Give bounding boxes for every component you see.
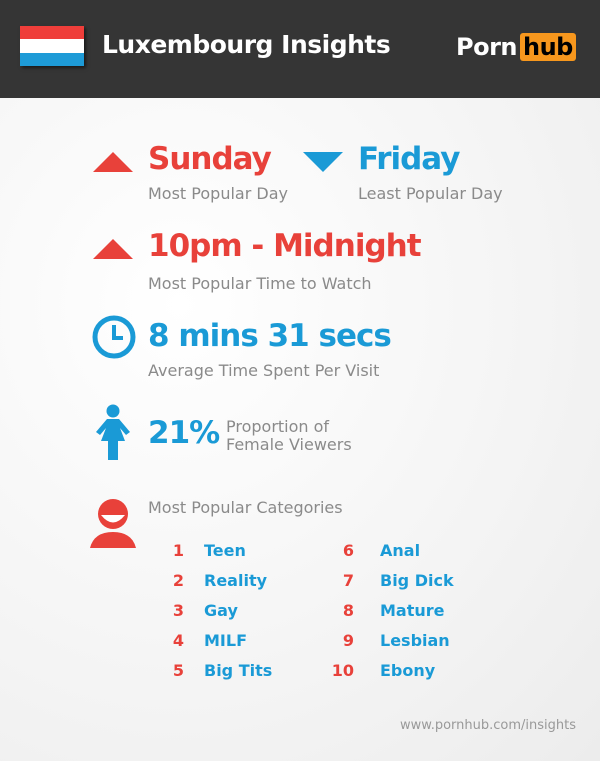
category-rank: 8 (342, 601, 354, 620)
category-rank: 4 (172, 631, 184, 650)
logo-text: Porn (456, 33, 518, 61)
luxembourg-flag-icon (20, 26, 84, 66)
category-rank: 3 (172, 601, 184, 620)
female-label-line2: Female Viewers (226, 435, 352, 454)
category-rank: 6 (342, 541, 354, 560)
categories-title: Most Popular Categories (148, 498, 343, 517)
category-rank: 10 (331, 661, 354, 680)
category-name: Gay (204, 601, 238, 620)
most-popular-day: Sunday (148, 141, 272, 177)
page-title: Luxembourg Insights (102, 30, 391, 59)
female-label-line1: Proportion of (226, 417, 330, 436)
category-rank: 2 (172, 571, 184, 590)
category-name: MILF (204, 631, 247, 650)
category-name: Big Tits (204, 661, 273, 680)
category-name: Big Dick (380, 571, 454, 590)
triangle-down-icon (303, 152, 343, 172)
logo-hub: hub (520, 33, 576, 61)
logo: Porn hub (456, 33, 576, 61)
category-rank: 5 (172, 661, 184, 680)
female-percentage: 21% (148, 415, 220, 451)
category-name: Teen (204, 541, 246, 560)
popular-time: 10pm - Midnight (148, 228, 422, 264)
least-popular-day-label: Least Popular Day (358, 184, 503, 203)
female-icon (96, 404, 130, 460)
popular-time-label: Most Popular Time to Watch (148, 274, 372, 293)
person-icon (90, 499, 136, 548)
avg-time: 8 mins 31 secs (148, 318, 392, 354)
header: Luxembourg Insights Porn hub (0, 0, 600, 98)
triangle-up-icon (93, 239, 133, 259)
category-rank: 1 (172, 541, 184, 560)
triangle-up-icon (93, 152, 133, 172)
most-popular-day-label: Most Popular Day (148, 184, 288, 203)
category-name: Lesbian (380, 631, 450, 650)
least-popular-day: Friday (358, 141, 460, 177)
category-name: Reality (204, 571, 268, 590)
female-label: Proportion of Female Viewers (226, 418, 352, 454)
category-name: Ebony (380, 661, 436, 680)
category-rank: 9 (342, 631, 354, 650)
footer-url: www.pornhub.com/insights (399, 718, 576, 733)
clock-icon (92, 315, 136, 359)
category-name: Mature (380, 601, 445, 620)
category-rank: 7 (342, 571, 354, 590)
avg-time-label: Average Time Spent Per Visit (148, 361, 380, 380)
category-name: Anal (380, 541, 421, 560)
